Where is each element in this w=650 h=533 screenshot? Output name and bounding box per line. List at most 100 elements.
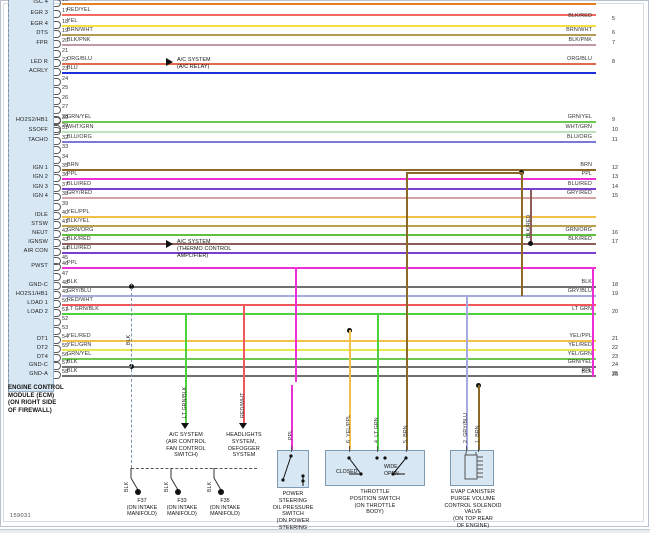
tps-label-yel-ppl: 6 YEL/PPL (346, 414, 352, 443)
power-steering-caption: POWER STEERING OIL PRESSURE SWITCH (ON P… (259, 491, 327, 533)
pin-bracket (54, 156, 61, 164)
wire-right-label: PPL (581, 368, 592, 374)
pin-number: 22 (62, 57, 69, 63)
pin-number: 18 (62, 19, 69, 25)
evap-valve-box[interactable] (450, 450, 494, 486)
pin-number: 54 (62, 334, 69, 340)
pin-signal-label: FPR (36, 40, 48, 46)
pin-bracket (54, 193, 61, 201)
wire-line (62, 295, 596, 297)
wire-line (62, 286, 596, 288)
connector-pin-number: 19 (612, 291, 618, 297)
pin-number: 37 (62, 182, 69, 188)
ground-f35-wire-label: BLK (207, 481, 213, 492)
evap-tick-1 (466, 446, 467, 452)
wire-color-label: BLK (67, 368, 78, 374)
pin-bracket (54, 106, 61, 114)
blk-red-riser-label: BLK/RED (526, 214, 532, 238)
pin-number: 31 (62, 125, 69, 131)
tps-label-brn: 5 BRN (403, 425, 409, 443)
tps-label-lt-grn: 4 LT GRN (374, 417, 380, 443)
pin-number: 43 (62, 237, 69, 243)
gnd-line: F33 (177, 498, 187, 504)
wire-segment (295, 267, 596, 269)
pin-number: 53 (62, 325, 69, 331)
pin-number: 40 (62, 210, 69, 216)
pin-signal-label: PWST (31, 263, 48, 269)
pin-bracket (54, 263, 61, 271)
wire-color-label: BLK (67, 279, 78, 285)
gnd-line: (ON INTAKE (126, 504, 158, 511)
wire-right-label: GRN/YEL (567, 114, 592, 120)
evap-label-gry-blu: 2 GRY/BLU (463, 412, 469, 443)
cap-line: CONTROL SOLENOID (444, 502, 502, 509)
pin-number: 47 (62, 271, 69, 277)
diagram-id-number: 159031 (10, 513, 32, 519)
connector-pin-number: 17 (612, 239, 618, 245)
connector-pin-number: 16 (612, 230, 618, 236)
wire-line (62, 34, 596, 36)
pin-bracket (54, 21, 61, 29)
wire-line (62, 3, 596, 5)
pin-number: 45 (62, 255, 69, 261)
pin-signal-label: ISC 4 (33, 0, 48, 5)
pin-bracket (54, 78, 61, 86)
pin-bracket (54, 68, 61, 76)
pin-bracket (54, 146, 61, 154)
connector-pin-number: 12 (612, 165, 618, 171)
thermo-amp-callout: A/C SYSTEM (THERMO CONTROL AMPLIFIER) (177, 239, 232, 260)
diagram-inner-frame (3, 3, 644, 522)
wire-segment (62, 366, 131, 368)
cap-line: VALVE (464, 509, 482, 516)
wire-right-label: BLU/RED (567, 181, 592, 187)
pin-bracket (54, 184, 61, 192)
ecm-caption: ENGINE CONTROL MODULE (ECM) (ON RIGHT SI… (8, 385, 64, 415)
pin-bracket (54, 117, 61, 125)
connector-pin-number: 26 (612, 372, 618, 378)
gnd-line: F37 (137, 498, 147, 504)
wire-color-label: GRY/RED (67, 190, 93, 196)
connector-pin-number: 14 (612, 184, 618, 190)
headlights-arrowhead (239, 423, 247, 429)
throttle-position-switch-box[interactable] (325, 450, 425, 486)
pin-number: 44 (62, 246, 69, 252)
pin-signal-label: STSW (31, 221, 48, 227)
connector-pin-number: 5 (612, 16, 615, 22)
blk-red-junction (527, 240, 533, 246)
ac-fan-switch-caption: A/C SYSTEM (AIR CONTROL FAN CONTROL SWIT… (150, 432, 222, 459)
pin-number: 23 (62, 66, 69, 72)
wire-riser (295, 267, 297, 382)
pin-number: 28 (62, 114, 69, 120)
wire-color-label: BRN/WHT (67, 27, 93, 33)
cap-line: (ON THROTTLE (354, 502, 396, 509)
pin-signal-label: GND-A (29, 371, 48, 377)
wire-right-label: YEL/PPL (569, 333, 592, 339)
wire-line (62, 178, 596, 180)
pin-signal-label: IGN 1 (32, 165, 48, 171)
pin-signal-label: EGR 3 (30, 10, 48, 16)
callout-line: AMPLIFIER) (177, 253, 209, 259)
ac-relay-callout: A/C SYSTEM (A/C RELAY) (177, 57, 211, 71)
pin-bracket (54, 50, 61, 58)
pin-bracket (54, 318, 61, 326)
headlights-wire-label: RED/WHT (240, 392, 246, 418)
pin-bracket (54, 10, 61, 18)
wire-riser (243, 304, 245, 385)
evap-valve-caption: EVAP CANISTER PURGE VOLUME CONTROL SOLEN… (434, 489, 512, 530)
cap-line: SWITCH (282, 511, 304, 518)
pin-signal-label: DT1 (36, 336, 48, 342)
cap-line: SYSTEM, (231, 438, 257, 445)
power-steering-switch-symbol (281, 454, 305, 486)
pin-bracket (54, 40, 61, 48)
ground-f37-symbol (130, 468, 141, 495)
thermo-amp-callout-arrowhead (166, 240, 173, 248)
cap-line: A/C SYSTEM (169, 432, 203, 438)
wire-right-label: BRN (580, 162, 592, 168)
headlights-caption: HEADLIGHTS SYSTEM, DEFOGGER SYSTEM (210, 432, 278, 459)
connector-pin-number: 21 (612, 336, 618, 342)
pin-signal-label: IGN 4 (32, 193, 48, 199)
wire-line (62, 304, 596, 306)
connector-pin-number: 25 (612, 371, 618, 377)
